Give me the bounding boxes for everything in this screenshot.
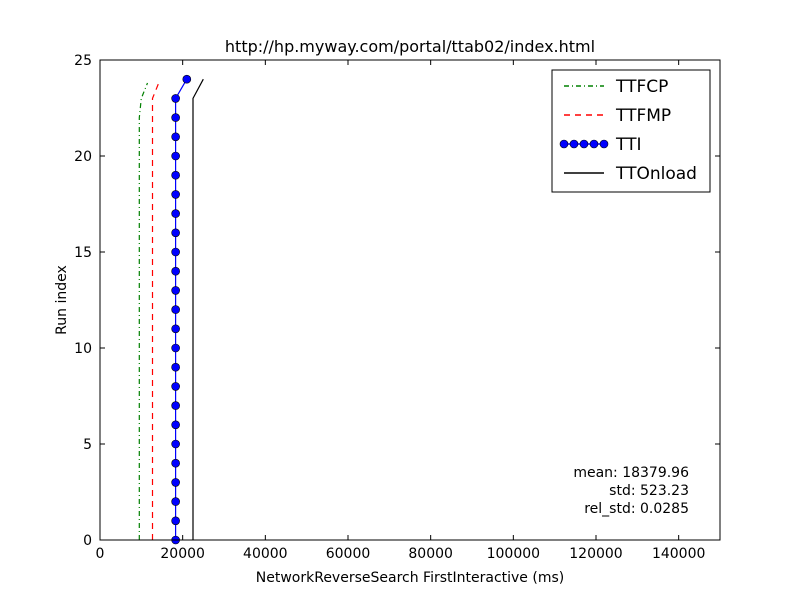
data-point xyxy=(171,190,180,199)
legend: TTFCP TTFMP TTI TTOnload xyxy=(551,69,711,193)
legend-label: TTFMP xyxy=(615,106,671,126)
data-point xyxy=(171,343,180,353)
axis-layer: 0 20000 40000 60000 80000 100000 120000 140000 0… xyxy=(74,53,720,562)
series-line-ttfcp xyxy=(138,82,149,540)
data-point xyxy=(171,286,180,295)
data-point xyxy=(182,74,192,84)
legend-label: TTOnload xyxy=(615,164,697,184)
data-point xyxy=(171,247,180,257)
stats-line: mean: 18379.96 xyxy=(573,465,689,481)
y-tick-label: 15 xyxy=(74,245,92,261)
data-point xyxy=(171,382,180,391)
stats-line: rel_std: 0.0285 xyxy=(584,501,689,517)
data-point xyxy=(171,132,180,142)
series-ttfcp xyxy=(138,82,149,540)
data-point xyxy=(171,478,180,487)
data-point xyxy=(171,324,180,334)
y-tick-label: 25 xyxy=(74,53,92,69)
data-point xyxy=(171,401,180,410)
chart-title: http://hp.myway.com/portal/ttab02/index.… xyxy=(225,37,595,56)
legend-marker xyxy=(569,139,579,149)
y-tick-label: 20 xyxy=(74,149,92,165)
data-point xyxy=(171,94,180,103)
legend-entry-ttonload: TTOnload xyxy=(564,164,697,184)
x-tick-label: 120000 xyxy=(569,546,622,562)
legend-label: TTFCP xyxy=(615,77,668,97)
data-point xyxy=(171,209,180,218)
legend-entry-tti: TTI xyxy=(559,135,641,155)
x-tick-label: 80000 xyxy=(408,546,453,562)
y-tick-label: 0 xyxy=(83,533,92,549)
x-tick-label: 40000 xyxy=(243,546,288,562)
x-axis-label: NetworkReverseSearch FirstInteractive (m… xyxy=(256,570,564,586)
legend-marker xyxy=(579,139,589,149)
legend-box xyxy=(551,69,711,193)
legend-marker xyxy=(589,139,599,149)
legend-marker xyxy=(599,139,609,149)
stats-line: std: 523.23 xyxy=(609,483,689,499)
x-tick-label: 0 xyxy=(96,546,105,562)
data-point xyxy=(171,362,180,372)
data-point xyxy=(171,266,180,276)
legend-entry-ttfmp: TTFMP xyxy=(564,106,671,126)
data-point xyxy=(171,439,180,449)
data-point xyxy=(171,458,180,468)
data-point xyxy=(171,497,180,506)
x-tick-label: 20000 xyxy=(160,546,205,562)
y-tick-label: 5 xyxy=(83,437,92,453)
series-ttonload xyxy=(192,78,204,540)
data-point xyxy=(171,305,180,314)
legend-label: TTI xyxy=(615,135,641,155)
plot-frame xyxy=(99,59,721,541)
data-point xyxy=(171,170,180,180)
y-tick-label: 10 xyxy=(74,341,92,357)
legend-entry-ttfcp: TTFCP xyxy=(564,77,668,97)
y-axis-label: Run index xyxy=(54,265,70,335)
data-point xyxy=(171,113,180,122)
data-point xyxy=(171,151,180,161)
x-tick-label: 100000 xyxy=(487,546,540,562)
data-point xyxy=(171,420,180,430)
data-point xyxy=(171,228,180,238)
series-line-ttonload xyxy=(192,78,204,540)
x-tick-label: 140000 xyxy=(652,546,705,562)
legend-marker xyxy=(559,139,569,149)
stats-box: mean: 18379.96 std: 523.23 rel_std: 0.0285 xyxy=(573,465,689,517)
x-tick-label: 60000 xyxy=(326,546,371,562)
data-point xyxy=(171,516,180,526)
